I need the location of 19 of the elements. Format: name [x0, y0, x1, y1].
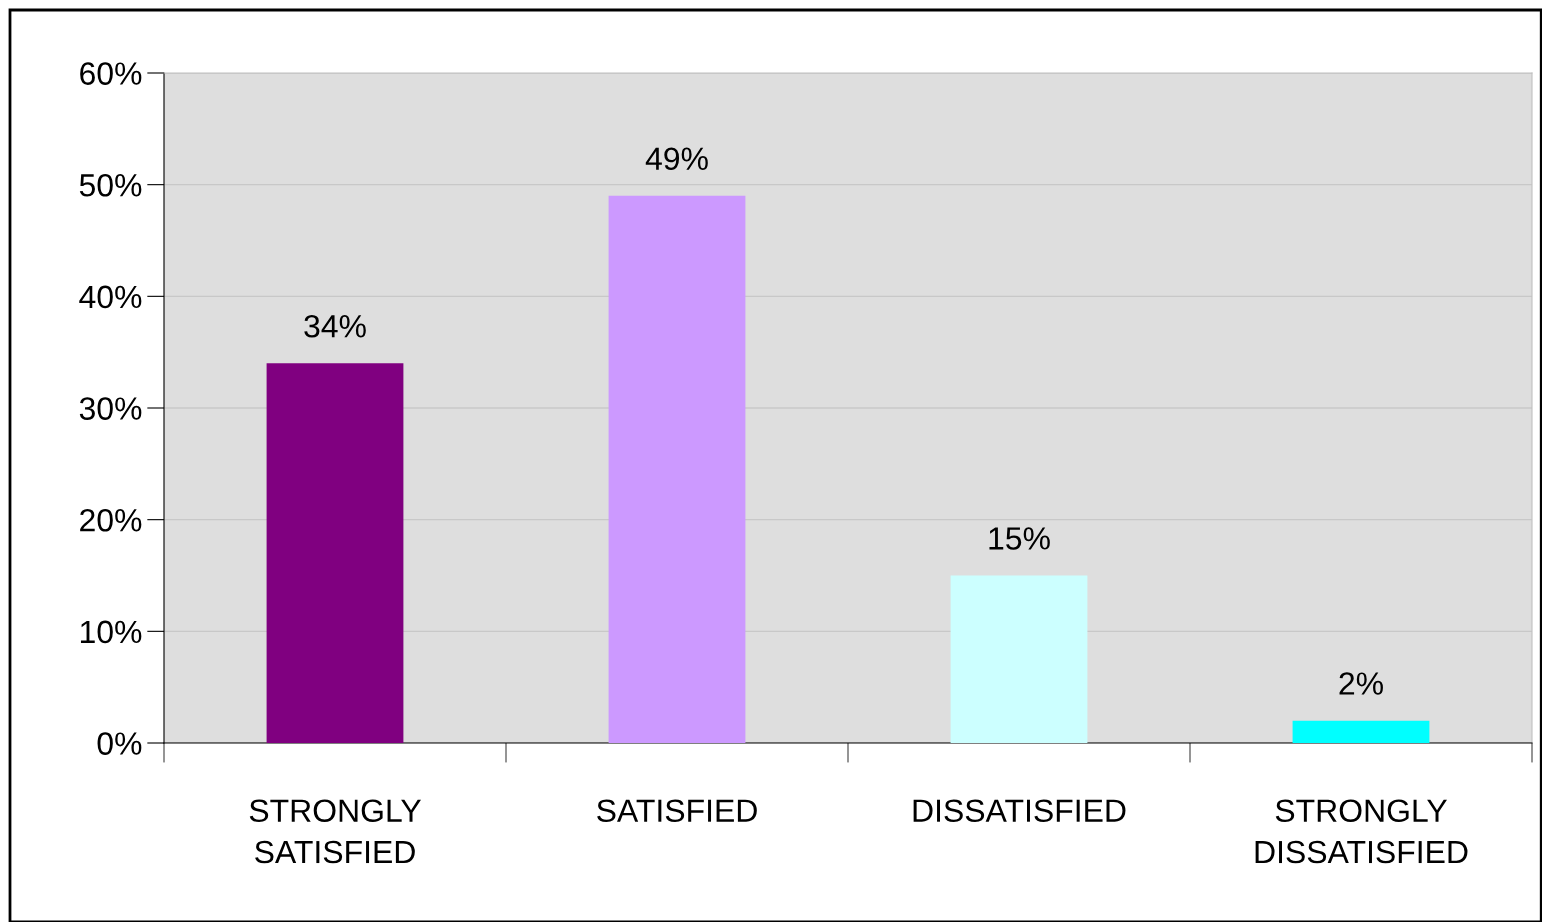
x-tick-label: SATISFIED [597, 799, 757, 823]
bar [608, 195, 746, 743]
bar [1292, 720, 1430, 743]
y-tick-label: 10% [80, 620, 142, 644]
data-label: 15% [989, 527, 1050, 550]
y-tick-label: 20% [80, 508, 142, 532]
y-tick-label: 0% [97, 732, 142, 755]
y-tick-label: 60% [80, 62, 142, 85]
data-label: 34% [304, 314, 366, 338]
x-tick-label: STRONGLY DISSATISFIED [1255, 799, 1468, 864]
x-tick-label: DISSATISFIED [913, 799, 1126, 823]
data-label: 2% [1339, 672, 1383, 695]
y-tick-label: 30% [79, 397, 142, 420]
data-label: 49% [645, 147, 708, 171]
bar [950, 575, 1088, 743]
y-tick-label: 50% [79, 173, 142, 197]
bar [266, 363, 404, 743]
y-tick-label: 40% [79, 285, 142, 309]
x-tick-label: STRONGLY SATISFIED [249, 799, 421, 864]
